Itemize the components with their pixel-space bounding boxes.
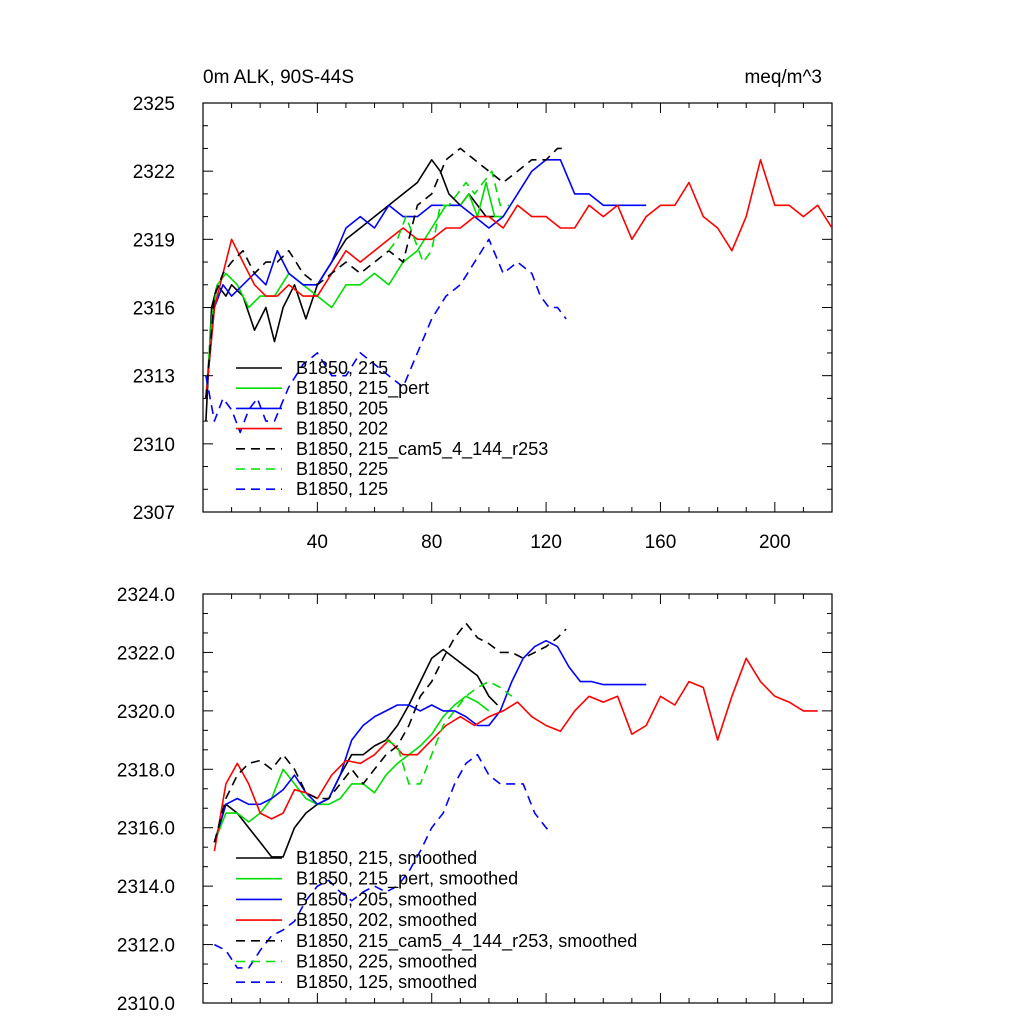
bottom-panel: 2310.0 2312.0 2314.0 2316.0 2318.0 2320.0 2322… <box>117 585 833 1015</box>
series-line-3 <box>205 159 832 399</box>
y-tick-label: 2319 <box>133 230 175 251</box>
series-line-1 <box>213 695 490 843</box>
top-panel-title: 0m ALK, 90S-44S <box>203 67 354 88</box>
top-panel: 0m ALK, 90S-44S meq/m^3 2307 2310 2313 2316… <box>133 67 833 553</box>
series-line-3 <box>213 657 818 852</box>
series-line-6 <box>205 238 567 434</box>
legend-label: B1850, 215_cam5_4_144_r253, smoothed <box>296 931 637 952</box>
x-tick-label: 120 <box>530 532 562 553</box>
legend-label: B1850, 215, smoothed <box>296 848 477 868</box>
legend-label: B1850, 205, smoothed <box>296 889 477 909</box>
y-tick-label: 2325 <box>133 94 175 115</box>
legend-label: B1850, 225 <box>296 459 388 479</box>
y-tick-label: 2313 <box>133 367 175 388</box>
y-tick-label: 2314.0 <box>117 877 175 898</box>
y-tick-label: 2320.0 <box>117 702 175 723</box>
series-line-2 <box>205 159 647 399</box>
legend-label: B1850, 125 <box>296 479 388 499</box>
y-tick-label: 2310.0 <box>117 994 175 1015</box>
series-line-4 <box>205 147 567 399</box>
y-tick-label: 2322 <box>133 162 175 183</box>
series-line-5 <box>388 170 509 263</box>
x-tick-label: 80 <box>421 532 442 553</box>
series-line-4 <box>213 622 567 843</box>
y-tick-label: 2316.0 <box>117 819 175 840</box>
legend-label: B1850, 202, smoothed <box>296 910 477 930</box>
legend-label: B1850, 125, smoothed <box>296 972 477 992</box>
x-tick-label: 40 <box>307 532 328 553</box>
series-line-2 <box>213 639 647 843</box>
y-tick-label: 2310 <box>133 435 175 456</box>
legend-label: B1850, 202 <box>296 419 388 439</box>
top-panel-units: meq/m^3 <box>744 67 822 88</box>
legend-label: B1850, 215_pert, smoothed <box>296 869 518 890</box>
y-tick-label: 2312.0 <box>117 936 175 957</box>
series-line-5 <box>385 680 513 785</box>
legend-label: B1850, 225, smoothed <box>296 952 477 972</box>
legend-label: B1850, 215 <box>296 358 388 378</box>
series-line-0 <box>213 648 499 858</box>
y-tick-label: 2316 <box>133 299 175 320</box>
x-tick-label: 200 <box>759 532 791 553</box>
y-tick-label: 2322.0 <box>117 643 175 664</box>
legend-label: B1850, 215_cam5_4_144_r253 <box>296 439 548 460</box>
x-tick-label: 160 <box>645 532 677 553</box>
legend-label: B1850, 215_pert <box>296 378 429 399</box>
y-tick-label: 2307 <box>133 503 175 524</box>
y-tick-label: 2324.0 <box>117 585 175 606</box>
legend-label: B1850, 205 <box>296 398 388 418</box>
y-tick-label: 2318.0 <box>117 760 175 781</box>
